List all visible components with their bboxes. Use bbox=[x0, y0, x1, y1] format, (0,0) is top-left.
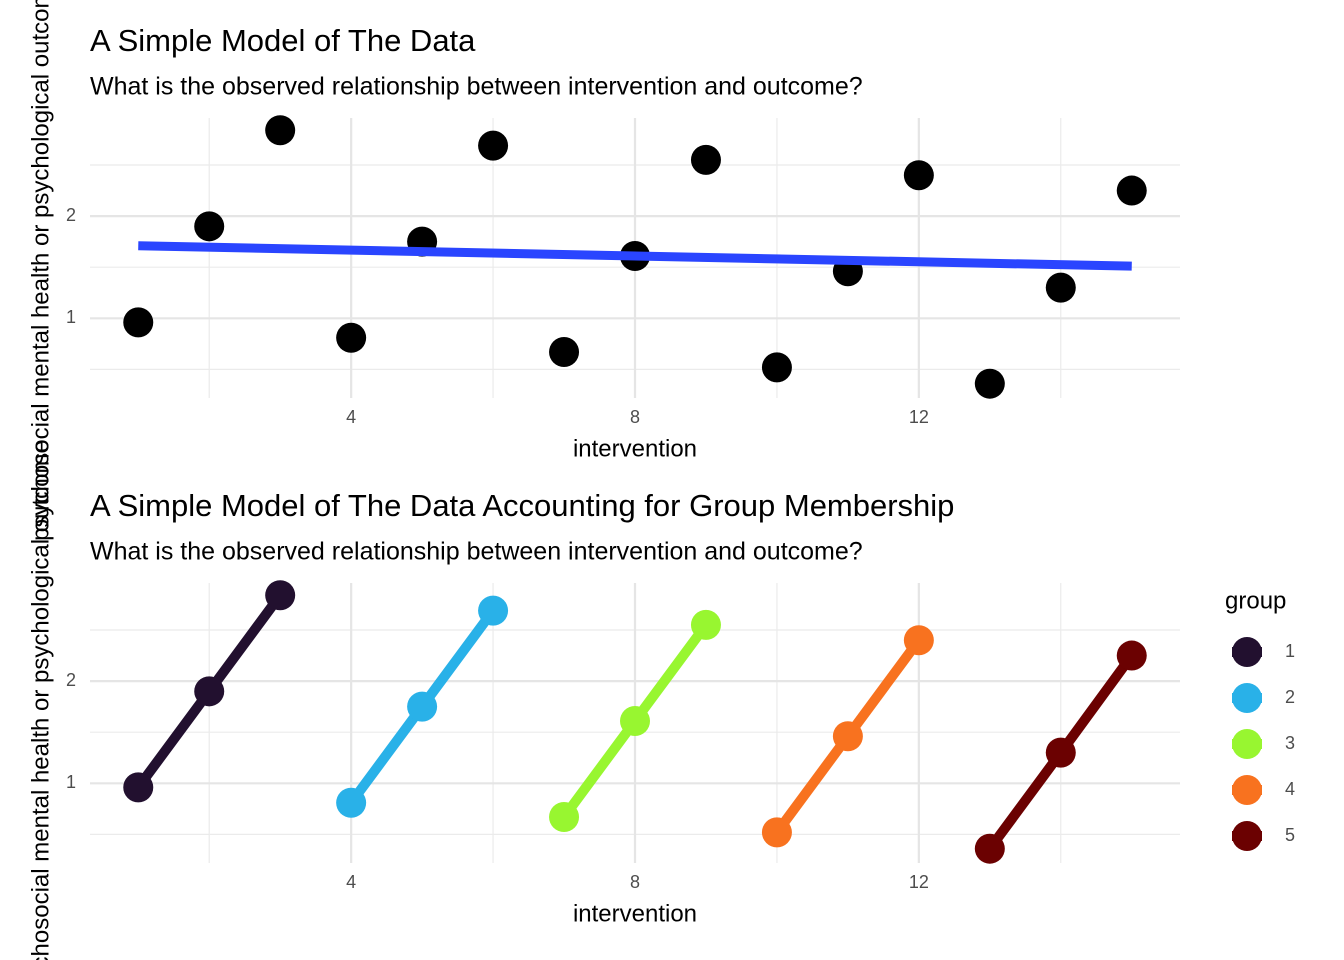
x-tick-label: 4 bbox=[346, 872, 356, 892]
legend-label: 2 bbox=[1285, 687, 1295, 707]
point bbox=[1116, 640, 1147, 671]
x-tick-label: 8 bbox=[630, 872, 640, 892]
legend-key bbox=[1232, 683, 1262, 713]
x-tick-label: 8 bbox=[630, 407, 640, 427]
x-tick-label: 4 bbox=[346, 407, 356, 427]
x-axis-label: intervention bbox=[573, 435, 697, 462]
point bbox=[123, 307, 154, 338]
y-tick-label: 2 bbox=[66, 205, 76, 225]
legend-label: 4 bbox=[1285, 779, 1295, 799]
point bbox=[194, 676, 225, 707]
legend-label: 3 bbox=[1285, 733, 1295, 753]
point bbox=[549, 337, 580, 368]
point bbox=[1045, 272, 1076, 303]
legend-label: 1 bbox=[1285, 641, 1295, 661]
legend-key bbox=[1232, 775, 1262, 805]
legend-title: group bbox=[1225, 587, 1286, 614]
y-axis-label: psychosocial mental health or psychologi… bbox=[27, 440, 54, 960]
point bbox=[336, 322, 367, 353]
point bbox=[549, 802, 580, 833]
chart-subtitle: What is the observed relationship betwee… bbox=[90, 538, 863, 566]
point bbox=[690, 609, 721, 640]
point bbox=[478, 595, 509, 626]
point bbox=[761, 352, 792, 383]
point bbox=[620, 705, 650, 736]
point bbox=[903, 160, 934, 191]
point bbox=[974, 368, 1005, 399]
point bbox=[903, 625, 934, 656]
legend-key bbox=[1232, 729, 1262, 759]
x-tick-label: 12 bbox=[909, 872, 929, 892]
y-tick-label: 1 bbox=[66, 772, 76, 792]
point bbox=[690, 144, 721, 175]
chart-subtitle: What is the observed relationship betwee… bbox=[90, 73, 863, 101]
point bbox=[265, 580, 296, 611]
legend-label: 5 bbox=[1285, 825, 1295, 845]
chart-title: A Simple Model of The Data Accounting fo… bbox=[90, 488, 954, 523]
fit-line bbox=[138, 241, 1132, 271]
point bbox=[123, 772, 154, 803]
point bbox=[265, 115, 296, 146]
legend-key bbox=[1232, 821, 1262, 851]
point bbox=[478, 130, 509, 161]
point bbox=[832, 721, 863, 752]
point bbox=[974, 833, 1005, 864]
point bbox=[1116, 175, 1147, 206]
y-tick-label: 1 bbox=[66, 307, 76, 327]
y-axis-label: psychosocial mental health or psychologi… bbox=[27, 0, 54, 541]
legend-key bbox=[1232, 637, 1262, 667]
point bbox=[407, 691, 438, 722]
x-tick-label: 12 bbox=[909, 407, 929, 427]
point bbox=[336, 787, 367, 818]
point bbox=[194, 211, 225, 242]
point bbox=[761, 817, 792, 848]
y-tick-label: 2 bbox=[66, 670, 76, 690]
x-axis-label: intervention bbox=[573, 900, 697, 927]
chart-title: A Simple Model of The Data bbox=[90, 23, 476, 58]
point bbox=[1045, 737, 1076, 768]
